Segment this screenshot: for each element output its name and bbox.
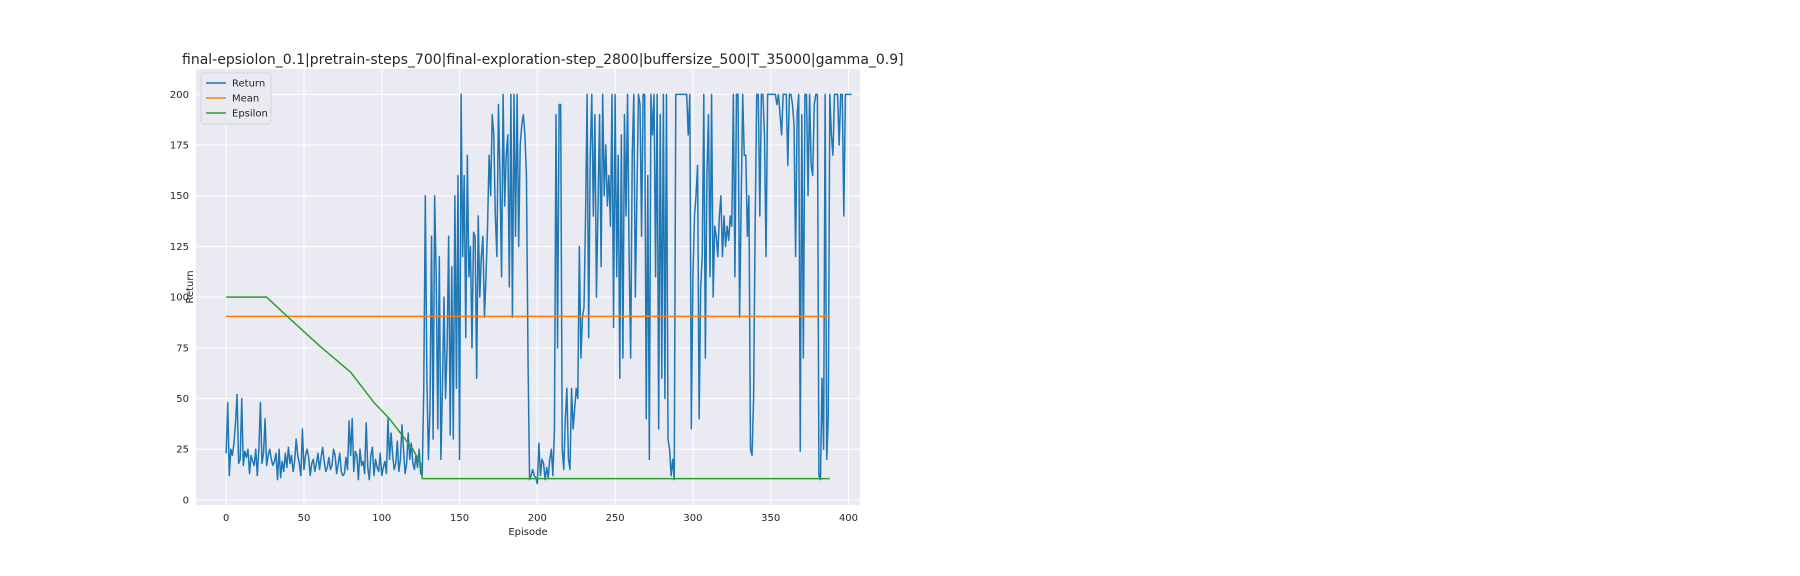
x-tick-label: 100 [372, 513, 391, 524]
series-line-epsilon [226, 296, 830, 480]
x-tick-label: 400 [839, 513, 858, 524]
legend-label-epsilon: Epsilon [232, 109, 268, 120]
y-tick-label: 50 [176, 394, 189, 405]
legend-label-return: Return [232, 79, 265, 90]
x-tick-label: 250 [606, 513, 625, 524]
y-tick-label: 0 [183, 495, 189, 506]
y-tick-label: 75 [176, 343, 189, 354]
series-line-return [225, 93, 852, 485]
y-tick-label: 150 [170, 191, 189, 202]
legend: Return Mean Epsilon [200, 72, 272, 125]
x-tick-label: 150 [450, 513, 469, 524]
x-tick-label: 350 [761, 513, 780, 524]
series-lines [225, 93, 852, 485]
chart-title: final-epsiolon_0.1|pretrain-steps_700|fi… [182, 52, 904, 68]
legend-label-mean: Mean [232, 94, 259, 105]
y-tick-label: 100 [170, 293, 189, 304]
y-tick-label: 175 [170, 141, 189, 152]
y-tick-label: 200 [170, 90, 189, 101]
x-tick-label: 200 [528, 513, 547, 524]
y-axis-label: Return [185, 270, 196, 303]
x-axis-label: Episode [508, 527, 547, 538]
x-tick-label: 300 [683, 513, 702, 524]
x-tick-label: 0 [223, 513, 229, 524]
x-tick-label: 50 [298, 513, 311, 524]
y-tick-label: 25 [176, 445, 189, 456]
y-tick-label: 125 [170, 242, 189, 253]
legend-box [200, 72, 272, 125]
tick-labels: 0 50 100 150 200 250 300 350 400 0 25 50 75 100 125 150… [170, 90, 858, 524]
